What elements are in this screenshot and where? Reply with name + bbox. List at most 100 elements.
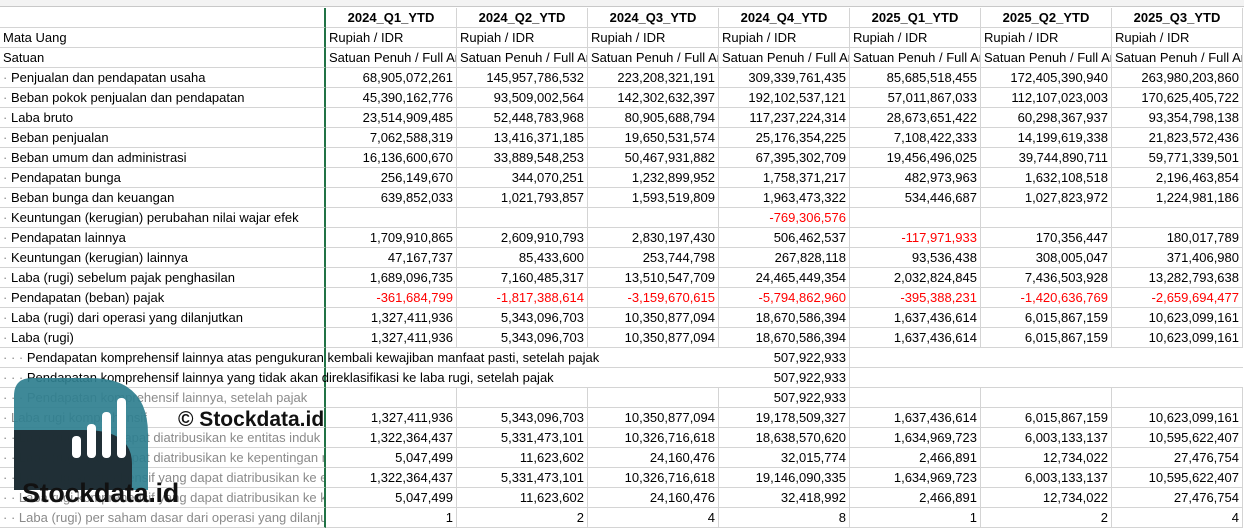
table-cell[interactable]: 19,178,509,327	[719, 408, 850, 428]
table-cell[interactable]: Rupiah / IDR	[981, 28, 1112, 48]
row-label-cell[interactable]: · Laba (rugi)	[0, 328, 326, 348]
table-cell[interactable]: 1,963,473,322	[719, 188, 850, 208]
table-cell[interactable]: 192,102,537,121	[719, 88, 850, 108]
table-cell[interactable]: 6,015,867,159	[981, 308, 1112, 328]
table-cell[interactable]: 32,015,774	[719, 448, 850, 468]
table-cell[interactable]: 1,634,969,723	[850, 428, 981, 448]
table-cell[interactable]	[326, 368, 457, 388]
table-cell[interactable]	[457, 348, 588, 368]
table-cell[interactable]: 1,758,371,217	[719, 168, 850, 188]
row-label-cell[interactable]: · · Laba (rugi) per saham dasar dari ope…	[0, 508, 326, 528]
table-cell[interactable]: -1,817,388,614	[457, 288, 588, 308]
table-cell[interactable]: 93,509,002,564	[457, 88, 588, 108]
table-cell[interactable]: 309,339,761,435	[719, 68, 850, 88]
table-cell[interactable]: 1,327,411,936	[326, 308, 457, 328]
table-cell[interactable]: 19,650,531,574	[588, 128, 719, 148]
table-cell[interactable]: 10,350,877,094	[588, 328, 719, 348]
table-cell[interactable]: 24,160,476	[588, 488, 719, 508]
table-cell[interactable]: 256,149,670	[326, 168, 457, 188]
column-header[interactable]: 2024_Q2_YTD	[457, 8, 588, 28]
column-header[interactable]: 2025_Q2_YTD	[981, 8, 1112, 28]
table-cell[interactable]: 19,456,496,025	[850, 148, 981, 168]
table-cell[interactable]: 85,685,518,455	[850, 68, 981, 88]
table-cell[interactable]	[326, 348, 457, 368]
table-cell[interactable]	[457, 388, 588, 408]
table-cell[interactable]: Rupiah / IDR	[326, 28, 457, 48]
table-cell[interactable]: Satuan Penuh / Full Amount	[326, 48, 457, 68]
row-label-cell[interactable]: · Beban bunga dan keuangan	[0, 188, 326, 208]
table-cell[interactable]: 2	[981, 508, 1112, 528]
table-cell[interactable]: Satuan Penuh / Full Amount	[850, 48, 981, 68]
table-cell[interactable]: 39,744,890,711	[981, 148, 1112, 168]
table-cell[interactable]: 5,331,473,101	[457, 468, 588, 488]
table-cell[interactable]: 33,889,548,253	[457, 148, 588, 168]
table-cell[interactable]: 1,224,981,186	[1112, 188, 1243, 208]
table-cell[interactable]: 12,734,022	[981, 488, 1112, 508]
table-cell[interactable]: Satuan Penuh / Full Amount	[719, 48, 850, 68]
table-cell[interactable]: -395,388,231	[850, 288, 981, 308]
table-cell[interactable]	[1112, 208, 1243, 228]
table-cell[interactable]: 4	[1112, 508, 1243, 528]
table-cell[interactable]: Rupiah / IDR	[1112, 28, 1243, 48]
table-cell[interactable]: 10,595,622,407	[1112, 428, 1243, 448]
table-cell[interactable]: -769,306,576	[719, 208, 850, 228]
table-cell[interactable]: 223,208,321,191	[588, 68, 719, 88]
column-header[interactable]: 2024_Q4_YTD	[719, 8, 850, 28]
table-cell[interactable]: 534,446,687	[850, 188, 981, 208]
row-label-cell[interactable]: · Beban penjualan	[0, 128, 326, 148]
table-cell[interactable]: 52,448,783,968	[457, 108, 588, 128]
table-cell[interactable]: Rupiah / IDR	[719, 28, 850, 48]
table-cell[interactable]: Rupiah / IDR	[588, 28, 719, 48]
table-cell[interactable]: 639,852,033	[326, 188, 457, 208]
table-cell[interactable]: 2,466,891	[850, 488, 981, 508]
table-cell[interactable]: Satuan Penuh / Full Amount	[588, 48, 719, 68]
table-cell[interactable]: 267,828,118	[719, 248, 850, 268]
table-cell[interactable]: 6,003,133,137	[981, 468, 1112, 488]
table-cell[interactable]: 85,433,600	[457, 248, 588, 268]
table-cell[interactable]: 11,623,602	[457, 448, 588, 468]
table-cell[interactable]: 1,327,411,936	[326, 328, 457, 348]
table-cell[interactable]	[850, 208, 981, 228]
row-label-cell[interactable]: · · · Pendapatan komprehensif lainnya at…	[0, 348, 599, 368]
table-cell[interactable]: 4	[588, 508, 719, 528]
table-cell[interactable]: -117,971,933	[850, 228, 981, 248]
table-cell[interactable]: 13,282,793,638	[1112, 268, 1243, 288]
table-cell[interactable]: 5,343,096,703	[457, 328, 588, 348]
table-cell[interactable]: 2	[457, 508, 588, 528]
table-cell[interactable]: 24,160,476	[588, 448, 719, 468]
table-cell[interactable]: 19,146,090,335	[719, 468, 850, 488]
table-cell[interactable]	[850, 388, 981, 408]
table-cell[interactable]: 482,973,963	[850, 168, 981, 188]
table-cell[interactable]: 170,625,405,722	[1112, 88, 1243, 108]
table-cell[interactable]: 13,416,371,185	[457, 128, 588, 148]
table-cell[interactable]: 93,354,798,138	[1112, 108, 1243, 128]
table-cell[interactable]: -361,684,799	[326, 288, 457, 308]
row-label-cell[interactable]: · Pendapatan bunga	[0, 168, 326, 188]
table-cell[interactable]	[588, 388, 719, 408]
table-cell[interactable]: 18,638,570,620	[719, 428, 850, 448]
table-cell[interactable]: 11,623,602	[457, 488, 588, 508]
table-cell[interactable]: 68,905,072,261	[326, 68, 457, 88]
table-cell[interactable]	[981, 388, 1112, 408]
table-cell[interactable]	[588, 368, 719, 388]
table-cell[interactable]: 8	[719, 508, 850, 528]
row-label-cell[interactable]: Satuan	[0, 48, 326, 68]
table-cell[interactable]: 10,595,622,407	[1112, 468, 1243, 488]
table-cell[interactable]: 1,637,436,614	[850, 308, 981, 328]
table-cell[interactable]: -1,420,636,769	[981, 288, 1112, 308]
table-cell[interactable]: 1,322,364,437	[326, 428, 457, 448]
table-cell[interactable]: 21,823,572,436	[1112, 128, 1243, 148]
table-cell[interactable]: 145,957,786,532	[457, 68, 588, 88]
table-cell[interactable]: 45,390,162,776	[326, 88, 457, 108]
table-cell[interactable]: 60,298,367,937	[981, 108, 1112, 128]
header-label-cell[interactable]	[0, 8, 326, 28]
table-cell[interactable]: 10,350,877,094	[588, 408, 719, 428]
table-cell[interactable]: 263,980,203,860	[1112, 68, 1243, 88]
table-cell[interactable]: 93,536,438	[850, 248, 981, 268]
table-cell[interactable]: 1,322,364,437	[326, 468, 457, 488]
table-cell[interactable]: 13,510,547,709	[588, 268, 719, 288]
row-label-cell[interactable]: · Beban pokok penjualan dan pendapatan	[0, 88, 326, 108]
table-cell[interactable]: 5,343,096,703	[457, 308, 588, 328]
table-cell[interactable]: 12,734,022	[981, 448, 1112, 468]
table-cell[interactable]: 2,609,910,793	[457, 228, 588, 248]
